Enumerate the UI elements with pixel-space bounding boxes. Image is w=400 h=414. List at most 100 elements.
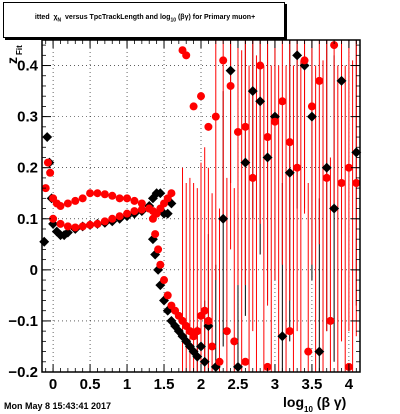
x-tick-label: 2.5 xyxy=(228,376,249,393)
chart-title-box: itted χN versus TpcTrackLength and log10… xyxy=(3,2,285,38)
data-point xyxy=(163,291,172,300)
data-point xyxy=(262,152,273,163)
data-point xyxy=(49,214,58,223)
data-point xyxy=(222,327,231,336)
data-point xyxy=(200,306,209,315)
x-tick-label: 3.5 xyxy=(302,376,323,393)
data-point xyxy=(108,214,117,223)
data-point xyxy=(197,92,205,101)
x-axis-label-sub: 10 xyxy=(304,405,313,414)
data-point xyxy=(204,122,213,131)
data-point xyxy=(208,342,217,351)
data-point xyxy=(42,132,53,142)
data-point xyxy=(100,190,109,199)
data-point xyxy=(352,179,361,188)
y-tick-label: 0.4 xyxy=(17,58,39,75)
x-axis-label-main: log xyxy=(283,394,304,410)
data-point xyxy=(285,327,294,336)
data-point xyxy=(78,194,87,203)
x-tick-label: 1.5 xyxy=(154,376,175,393)
data-point xyxy=(56,219,65,228)
timestamp: Mon May 8 15:43:41 2017 xyxy=(4,401,112,411)
y-tick-label: −0.2 xyxy=(8,364,38,381)
data-point xyxy=(241,357,250,366)
data-point xyxy=(43,158,52,167)
data-point xyxy=(315,76,324,85)
data-point xyxy=(226,81,235,90)
data-point xyxy=(211,112,220,121)
data-point xyxy=(71,223,80,232)
title-log-sub: 10 xyxy=(170,17,177,24)
data-point xyxy=(123,194,132,203)
y-axis-label-main: z xyxy=(4,57,20,64)
data-point xyxy=(329,203,340,214)
data-point xyxy=(189,102,198,111)
data-point xyxy=(284,167,295,178)
data-point xyxy=(337,179,346,188)
data-point xyxy=(93,189,102,198)
data-point xyxy=(108,191,117,200)
data-point xyxy=(192,351,203,362)
data-point xyxy=(78,222,87,231)
data-point xyxy=(247,86,258,97)
title-prefix: itted xyxy=(34,14,50,21)
y-axis-label: z Fit xyxy=(4,45,24,64)
data-point xyxy=(167,189,176,198)
data-point xyxy=(39,236,50,247)
data-point xyxy=(204,316,213,325)
data-point xyxy=(293,163,302,172)
title-chi-sub: N xyxy=(57,17,62,24)
y-tick-label: 0.2 xyxy=(17,160,38,177)
x-tick-label: 0.5 xyxy=(80,376,101,393)
data-point xyxy=(300,56,309,65)
title-middle: versus TpcTrackLength and log xyxy=(65,14,171,21)
x-axis-label: log10 (β γ) xyxy=(283,394,346,414)
data-point xyxy=(304,347,313,356)
data-point xyxy=(330,41,339,50)
data-point xyxy=(219,56,228,65)
y-tick-label: 0.1 xyxy=(17,211,38,228)
data-point xyxy=(115,194,124,203)
data-point xyxy=(137,199,146,208)
data-point xyxy=(248,173,257,182)
data-point xyxy=(100,217,109,226)
data-point xyxy=(56,202,65,210)
data-point xyxy=(162,208,173,219)
data-point xyxy=(285,138,294,147)
data-point xyxy=(218,213,229,224)
data-point xyxy=(215,357,224,366)
data-point xyxy=(71,196,80,205)
data-point xyxy=(240,157,251,168)
data-point xyxy=(326,316,335,325)
x-tick-label: 3 xyxy=(271,376,279,393)
data-point xyxy=(256,61,265,70)
data-point xyxy=(62,227,73,238)
data-point xyxy=(86,189,95,198)
error-bars-layer xyxy=(182,40,357,372)
data-point xyxy=(230,337,239,346)
data-point xyxy=(292,50,303,61)
data-point xyxy=(123,209,132,218)
data-point xyxy=(130,196,139,205)
data-point xyxy=(233,127,242,136)
ticks-layer: 0 0.5 1 1.5 2 2.5 3 3.5 4 −0.2 −0.1 0 0.1 0.2 0.3 0.4 xyxy=(8,40,360,393)
data-point xyxy=(314,346,325,357)
data-point xyxy=(278,97,287,106)
data-point xyxy=(263,133,272,142)
title-chi: χ xyxy=(53,14,58,21)
data-point xyxy=(115,212,124,221)
data-point xyxy=(196,341,206,352)
data-point xyxy=(182,51,191,60)
data-point xyxy=(307,102,316,111)
title-suffix: (βγ) for Primary muon+ xyxy=(177,14,256,21)
data-point xyxy=(322,173,331,182)
y-tick-label: 0 xyxy=(30,262,38,279)
data-point xyxy=(241,122,250,131)
data-point xyxy=(130,207,139,216)
data-point xyxy=(154,245,163,254)
data-point xyxy=(199,356,210,367)
data-point xyxy=(155,188,166,199)
x-tick-label: 0 xyxy=(49,376,57,393)
x-axis-label-rest: (β γ) xyxy=(313,394,346,410)
